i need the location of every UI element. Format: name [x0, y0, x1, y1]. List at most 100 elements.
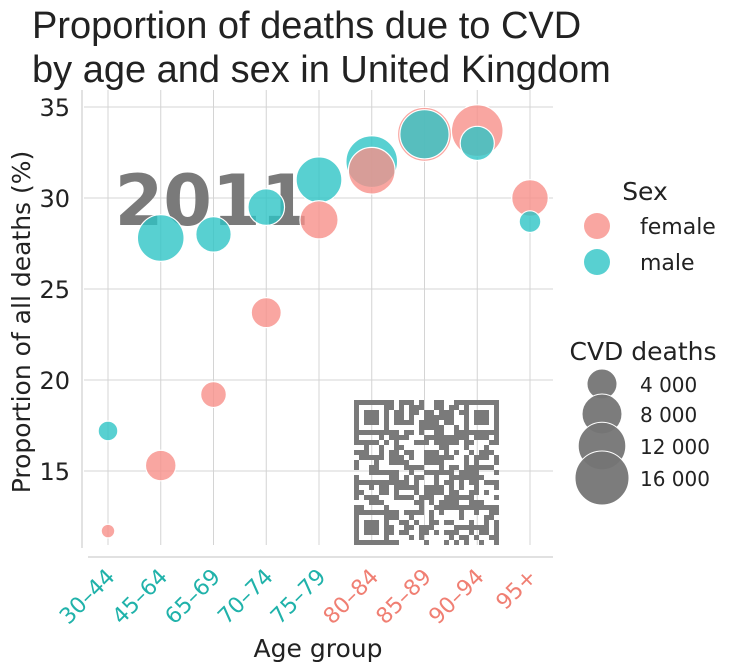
qr-module	[354, 490, 359, 495]
qr-module	[379, 485, 384, 490]
qr-module	[494, 525, 499, 530]
qr-module	[399, 435, 404, 440]
qr-module	[454, 495, 459, 500]
qr-module	[414, 490, 419, 495]
qr-module	[474, 525, 479, 530]
qr-module	[484, 445, 489, 450]
qr-module	[474, 460, 479, 465]
qr-module	[424, 540, 429, 545]
qr-module	[434, 425, 439, 430]
qr-module	[454, 400, 459, 405]
qr-module	[464, 440, 469, 445]
qr-module	[484, 515, 489, 520]
x-tick-label: 75–79	[266, 565, 331, 630]
qr-module	[489, 450, 494, 455]
qr-module	[439, 455, 444, 460]
qr-module	[374, 470, 379, 475]
qr-module	[389, 430, 394, 435]
qr-module	[379, 435, 384, 440]
chart-title-line-2: by age and sex in United Kingdom	[32, 49, 611, 91]
qr-module	[389, 540, 394, 545]
bubble-female	[299, 200, 339, 240]
qr-module	[449, 440, 454, 445]
qr-module	[449, 535, 454, 540]
qr-module	[494, 435, 499, 440]
size-legend-title: CVD deaths	[570, 337, 717, 366]
qr-module	[394, 460, 399, 465]
qr-module	[494, 480, 499, 485]
qr-module	[464, 465, 469, 470]
qr-module	[354, 485, 359, 490]
qr-module	[404, 495, 409, 500]
qr-module	[359, 455, 364, 460]
qr-module	[359, 440, 364, 445]
qr-module	[434, 460, 439, 465]
qr-module	[434, 455, 439, 460]
qr-module	[424, 435, 429, 440]
qr-module	[424, 485, 429, 490]
qr-module	[479, 475, 484, 480]
qr-module	[464, 475, 469, 480]
qr-module	[434, 470, 439, 475]
qr-module	[354, 495, 359, 500]
qr-module	[399, 445, 404, 450]
qr-module	[389, 400, 394, 405]
qr-module	[399, 530, 404, 535]
qr-module	[364, 450, 369, 455]
x-tick-label: 80–84	[319, 565, 384, 630]
qr-module	[439, 485, 444, 490]
qr-module	[414, 480, 419, 485]
qr-module	[424, 495, 429, 500]
qr-module	[454, 405, 459, 410]
qr-module	[489, 535, 494, 540]
qr-module	[464, 495, 469, 500]
qr-module	[489, 505, 494, 510]
qr-module	[454, 540, 459, 545]
qr-module	[369, 470, 374, 475]
qr-module	[459, 410, 464, 415]
qr-finder	[354, 510, 389, 545]
qr-module	[434, 485, 439, 490]
qr-module	[474, 470, 479, 475]
qr-module	[419, 535, 424, 540]
qr-module	[484, 480, 489, 485]
qr-module	[409, 485, 414, 490]
qr-module	[469, 470, 474, 475]
qr-module	[434, 530, 439, 535]
qr-module	[429, 515, 434, 520]
qr-module	[394, 515, 399, 520]
qr-module	[494, 455, 499, 460]
size-legend-marker	[574, 450, 630, 506]
qr-module	[379, 445, 384, 450]
qr-module	[439, 400, 444, 405]
qr-module	[414, 500, 419, 505]
qr-module	[359, 505, 364, 510]
qr-module	[439, 405, 444, 410]
qr-module	[449, 490, 454, 495]
qr-module	[384, 485, 389, 490]
x-tick-label: 45–64	[108, 565, 173, 630]
qr-module	[449, 465, 454, 470]
qr-module	[439, 410, 444, 415]
qr-module	[449, 530, 454, 535]
qr-module	[394, 450, 399, 455]
qr-module	[439, 440, 444, 445]
qr-module	[369, 485, 374, 490]
qr-finder	[464, 400, 499, 435]
qr-module	[419, 505, 424, 510]
qr-module	[364, 445, 369, 450]
qr-module	[454, 430, 459, 435]
qr-module	[374, 460, 379, 465]
qr-module	[449, 505, 454, 510]
qr-module	[444, 445, 449, 450]
qr-module	[449, 420, 454, 425]
qr-module	[469, 525, 474, 530]
x-tick-label: 95+	[492, 565, 543, 616]
qr-module	[469, 490, 474, 495]
qr-module	[389, 455, 394, 460]
bubble-male	[97, 420, 119, 442]
qr-module	[439, 425, 444, 430]
qr-module	[444, 495, 449, 500]
qr-module	[374, 500, 379, 505]
qr-module	[399, 420, 404, 425]
